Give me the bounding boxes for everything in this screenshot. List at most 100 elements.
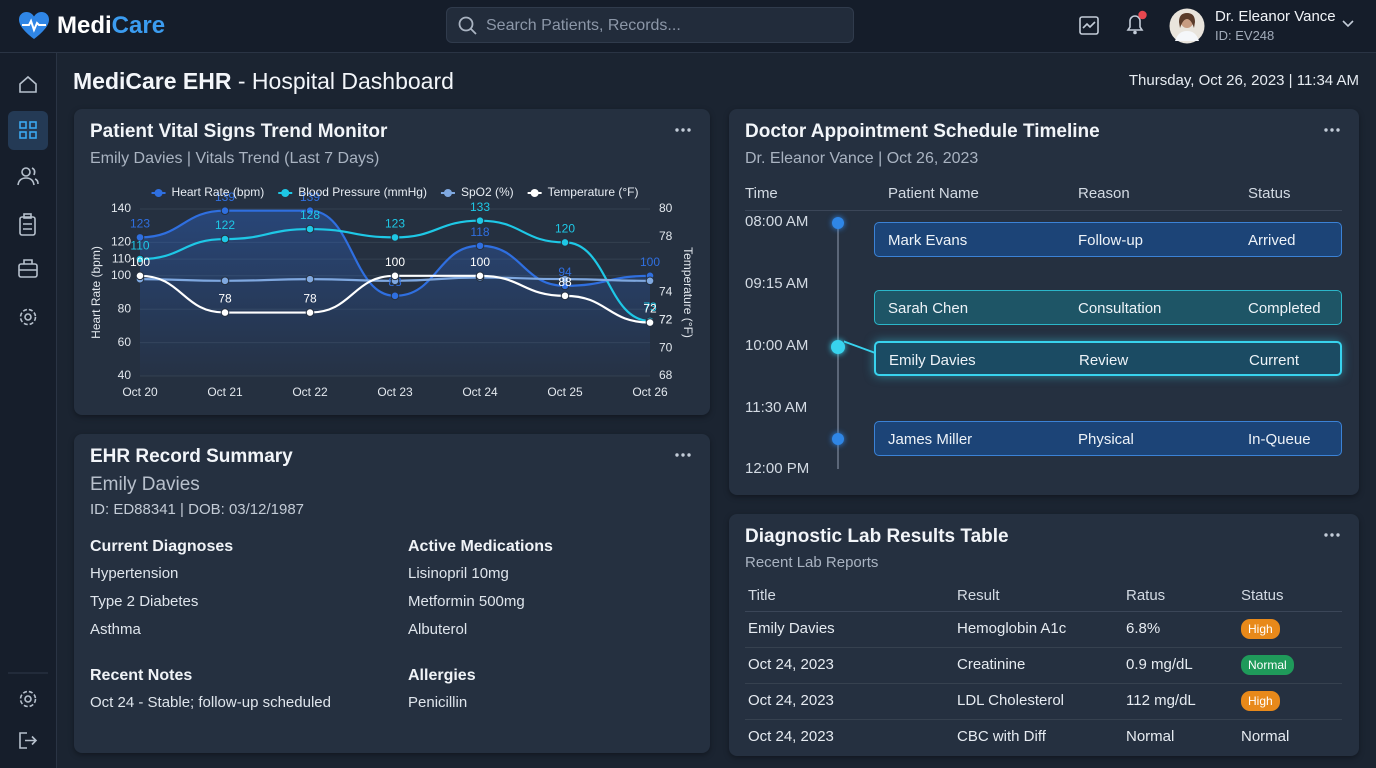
more-button[interactable] — [1323, 532, 1341, 538]
section-item: Metformin 500mg — [408, 593, 525, 610]
avatar[interactable] — [1169, 8, 1205, 44]
legend-label: Heart Rate (bpm) — [172, 185, 265, 199]
appointment-name: James Miller — [888, 431, 973, 448]
x-tick-label: Oct 25 — [547, 385, 583, 399]
appointment-name: Mark Evans — [888, 232, 968, 249]
user-menu-button[interactable] — [1341, 18, 1355, 30]
card-title: EHR Record Summary — [90, 446, 293, 467]
table-cell: 112 mg/dL — [1126, 692, 1196, 709]
appointment-row[interactable]: Emily Davies Review Current — [874, 341, 1342, 376]
y-tick-label: 140 — [111, 201, 131, 215]
icon-part — [19, 690, 37, 708]
table-cell: LDL Cholesterol — [957, 692, 1064, 709]
user-name: Dr. Eleanor Vance — [1215, 8, 1336, 25]
brand-a: Medi — [57, 12, 112, 39]
page-title: MediCare EHR - Hospital Dashboard — [73, 68, 454, 95]
table-cell: CBC with Diff — [957, 728, 1046, 745]
y-tick-label: 110 — [112, 251, 131, 265]
notifications-button[interactable] — [1124, 9, 1148, 37]
icon-part — [17, 177, 35, 186]
ehr-section: Recent Notes Oct 24 - Stable; follow-up s… — [90, 667, 331, 722]
y-tick-label: 40 — [118, 368, 132, 382]
patient-id: ID: ED88341 | DOB: 03/12/1987 — [90, 501, 305, 518]
top-bar: MediCare Search Patients, Records... Dr.… — [0, 0, 1376, 53]
appointment-status: Completed — [1248, 300, 1321, 317]
data-label: 122 — [215, 218, 235, 232]
timeline-dot — [832, 433, 844, 445]
y2-tick-label: 72 — [659, 313, 673, 327]
more-button[interactable] — [674, 127, 692, 133]
data-point — [305, 274, 315, 284]
appointments-card: Doctor Appointment Schedule Timeline Dr.… — [729, 109, 1359, 495]
logo[interactable] — [18, 11, 50, 41]
data-label: 133 — [470, 200, 490, 214]
data-label: 139 — [300, 190, 320, 204]
icon-part — [19, 732, 38, 749]
x-tick-label: Oct 23 — [377, 385, 413, 399]
icon-part — [1133, 30, 1137, 35]
vitals-card: 40 60 80 100 110 120 140 68 70 72 72 74 78 80 Oct 20 Oc… — [74, 109, 710, 415]
data-point — [560, 238, 570, 247]
data-point — [560, 291, 570, 301]
y2-tick-label: 72 — [659, 313, 673, 327]
icon-part — [19, 121, 27, 129]
ehr-section: Current Diagnoses Hypertension Type 2 Diab… — [90, 538, 233, 649]
icon-part — [19, 121, 37, 139]
appointment-status: Current — [1249, 352, 1300, 369]
section-item: Penicillin — [408, 694, 468, 711]
legend: Heart Rate (bpm) Blood Pressure (mmHg) SpO… — [151, 185, 638, 199]
more-button[interactable] — [674, 452, 692, 458]
reports-button[interactable] — [1078, 15, 1100, 37]
page-title-rest: - Hospital Dashboard — [237, 68, 454, 94]
section-item: Albuterol — [408, 621, 468, 638]
ehr-card: EHR Record Summary Emily Davies ID: ED88… — [74, 434, 710, 753]
icon-part — [1179, 13, 1195, 28]
appointment-row[interactable]: James Miller Physical In-Queue — [874, 421, 1342, 456]
appointment-row[interactable]: Sarah Chen Consultation Completed — [874, 290, 1342, 325]
dot — [1336, 533, 1340, 537]
timeline-dot — [832, 217, 844, 229]
column-header: Ratus — [1126, 587, 1166, 604]
header-rule — [745, 210, 1342, 211]
appointment-row[interactable]: Mark Evans Follow-up Arrived — [874, 222, 1342, 257]
icon-part — [19, 216, 36, 236]
icon-part — [1079, 16, 1099, 35]
data-label: 123 — [385, 217, 405, 231]
x-tick-label: Oct 21 — [207, 385, 243, 399]
ehr-section: Allergies Penicillin — [408, 667, 476, 722]
data-point — [390, 233, 400, 242]
column-header: Time — [745, 185, 778, 202]
section-item: Asthma — [90, 621, 141, 638]
data-point — [305, 206, 315, 215]
search-box[interactable]: Search Patients, Records... — [446, 7, 854, 43]
sidebar — [0, 53, 57, 768]
sidebar-icons[interactable] — [0, 53, 56, 768]
icon-part — [24, 313, 32, 321]
icon-part — [19, 308, 37, 326]
appointment-reason: Review — [1079, 352, 1129, 369]
status-badge: High — [1241, 691, 1280, 711]
user-id: ID: EV248 — [1215, 28, 1275, 43]
data-point — [390, 291, 400, 301]
series-area — [140, 210, 650, 376]
data-label: 120 — [555, 222, 575, 236]
icon-part — [19, 12, 49, 39]
icon-part — [17, 167, 39, 186]
y-axis-title: Heart Rate (bpm) — [89, 246, 103, 339]
dot — [1330, 533, 1334, 537]
y2-tick-label: 74 — [659, 285, 673, 299]
x-tick-label: Oct 20 — [122, 385, 158, 399]
more-button[interactable] — [1323, 127, 1341, 133]
appointment-name: Sarah Chen — [888, 300, 969, 317]
icon-part — [19, 308, 37, 326]
data-point — [220, 308, 230, 317]
y2-tick-label: 80 — [659, 201, 673, 215]
x-tick-label: Oct 22 — [292, 385, 328, 399]
icon-part — [23, 213, 32, 219]
data-point — [220, 234, 230, 244]
time-label: 11:30 AM — [745, 399, 808, 416]
column-header: Reason — [1078, 185, 1130, 202]
dot — [681, 128, 685, 132]
data-point — [135, 271, 145, 281]
